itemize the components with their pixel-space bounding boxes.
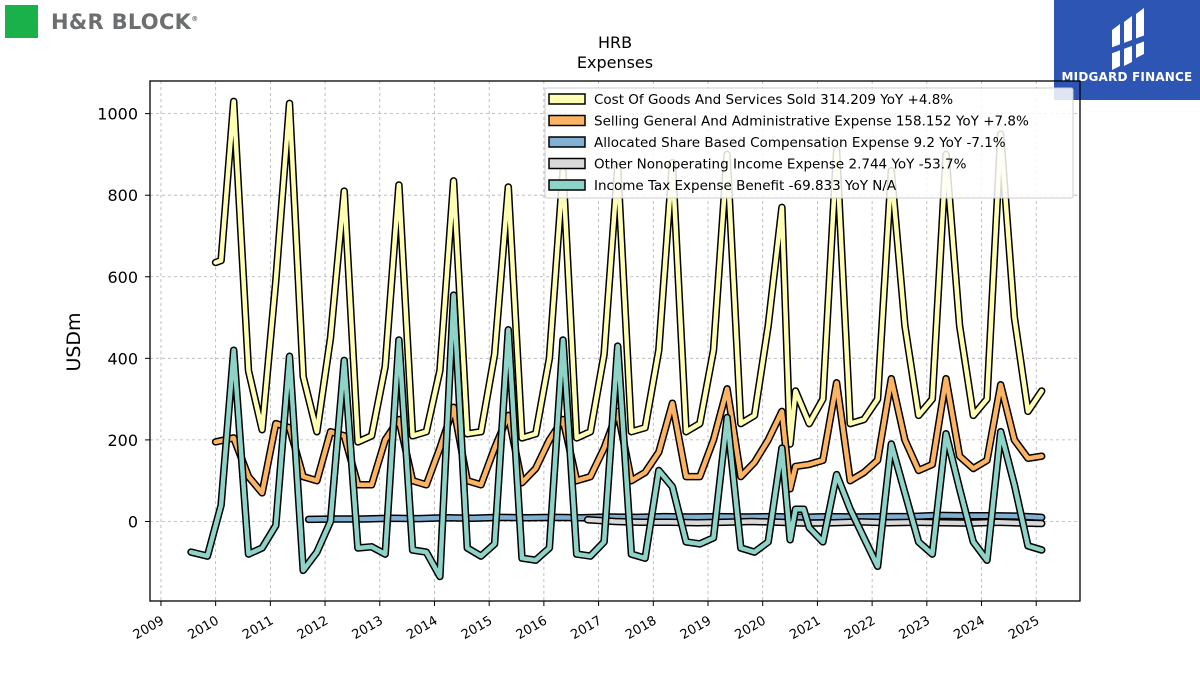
- legend-swatch: [549, 137, 585, 147]
- x-tick-label: 2013: [350, 613, 386, 643]
- series-4: [588, 520, 1042, 524]
- legend-entry: Selling General And Administrative Expen…: [594, 114, 1029, 130]
- x-tick-label: 2011: [240, 613, 276, 643]
- chart-title: HRB: [598, 33, 632, 52]
- y-axis-label: USDm: [63, 312, 85, 371]
- legend: Cost Of Goods And Services Sold 314.209 …: [545, 88, 1073, 198]
- x-tick-label: 2022: [842, 613, 878, 643]
- x-tick-label: 2017: [568, 613, 604, 643]
- x-tick-label: 2024: [951, 613, 987, 643]
- x-tick-label: 2018: [623, 613, 659, 643]
- legend-entry: Income Tax Expense Benefit -69.833 YoY N…: [594, 178, 897, 194]
- x-tick-label: 2019: [678, 613, 714, 643]
- x-tick-label: 2023: [897, 613, 933, 643]
- y-tick-label: 400: [107, 349, 138, 368]
- expenses-chart: HRB Expenses USDm 2009 2010 2011 2012 2013 20…: [0, 0, 1200, 675]
- y-tick-label: 200: [107, 431, 138, 450]
- y-tick-label: 1000: [97, 105, 138, 124]
- x-tick-label: 2025: [1006, 613, 1042, 643]
- x-tick-label: 2009: [131, 613, 167, 643]
- x-tick-label: 2015: [459, 613, 495, 643]
- x-tick-label: 2021: [787, 613, 823, 643]
- x-tick-label: 2014: [404, 613, 440, 643]
- x-tick-label: 2010: [185, 613, 221, 643]
- legend-swatch: [549, 159, 585, 169]
- legend-entry: Other Nonoperating Income Expense 2.744 …: [594, 157, 967, 173]
- chart-subtitle: Expenses: [577, 53, 653, 72]
- series-outline: [191, 295, 1042, 576]
- legend-entry: Allocated Share Based Compensation Expen…: [594, 135, 1006, 151]
- series-5: [191, 295, 1042, 576]
- legend-entry: Cost Of Goods And Services Sold 314.209 …: [594, 92, 953, 108]
- legend-swatch: [549, 116, 585, 126]
- x-tick-label: 2020: [733, 613, 769, 643]
- y-tick-label: 0: [128, 512, 138, 531]
- legend-swatch: [549, 94, 585, 104]
- x-tick-label: 2012: [295, 613, 331, 643]
- legend-swatch: [549, 180, 585, 190]
- y-tick-label: 600: [107, 268, 138, 287]
- x-tick-label: 2016: [514, 613, 550, 643]
- y-tick-label: 800: [107, 186, 138, 205]
